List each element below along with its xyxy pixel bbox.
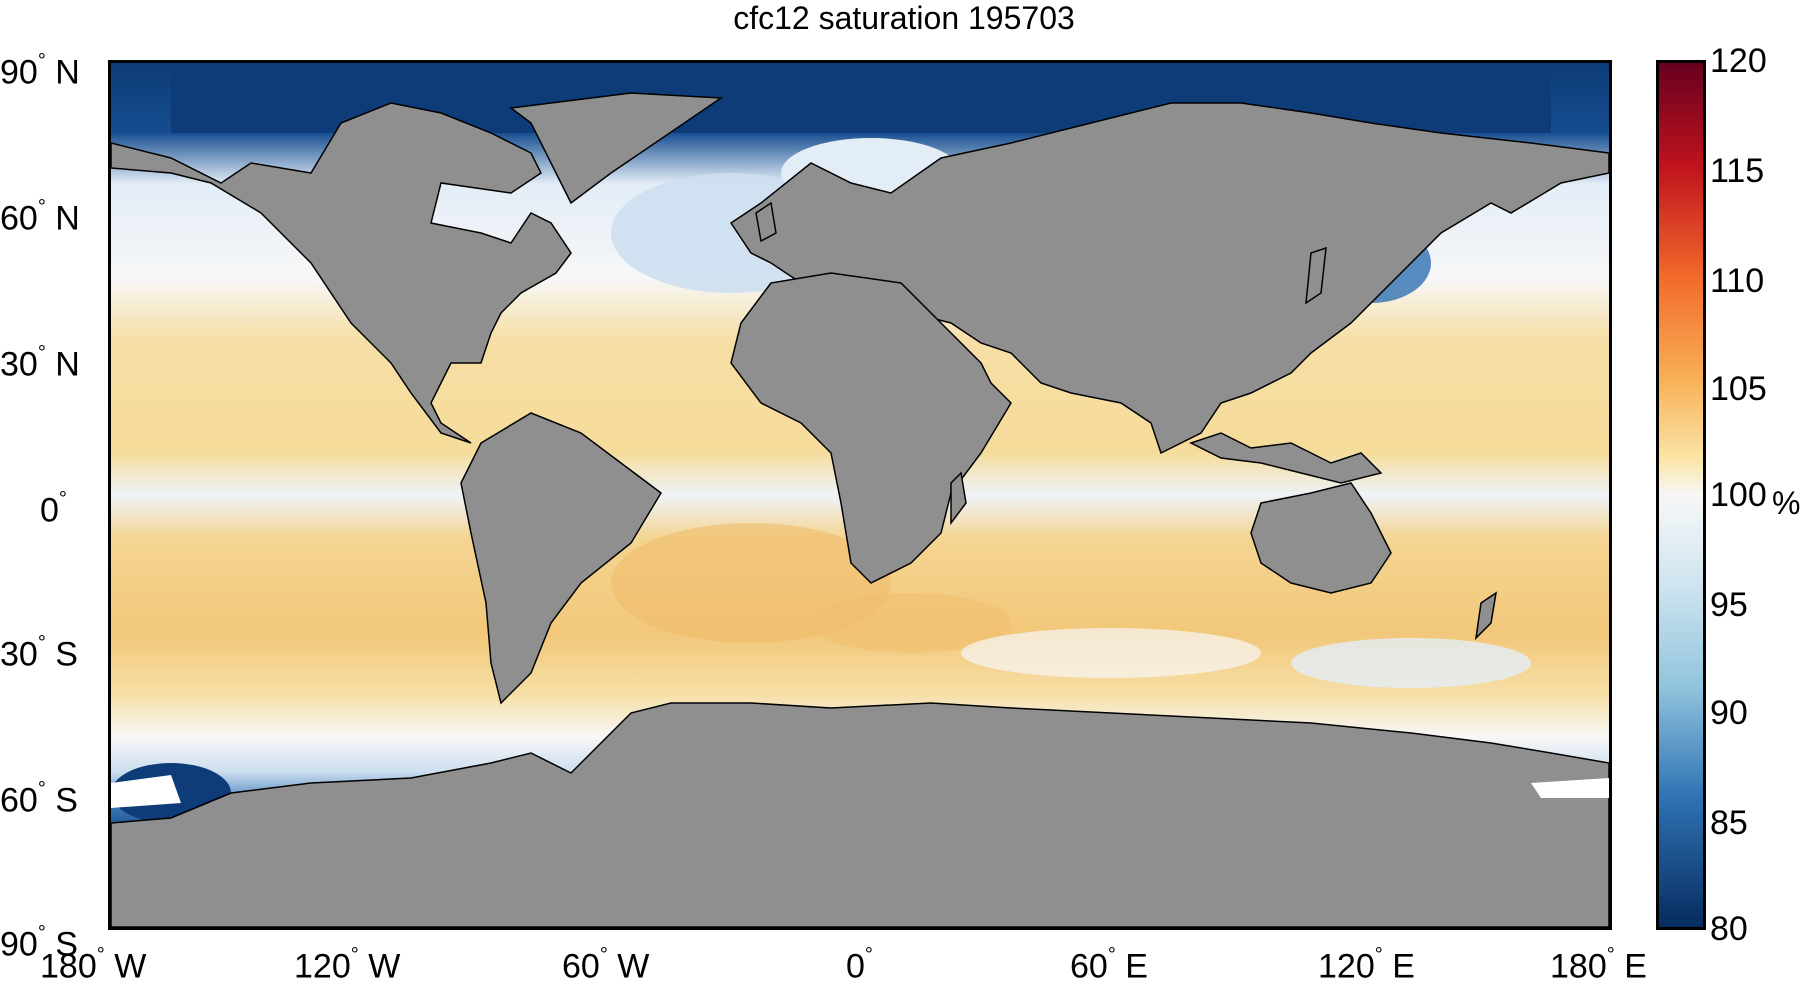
lat-label-60s: 60° S: [0, 778, 78, 820]
land-japan: [1305, 246, 1327, 305]
colorbar-unit: %: [1772, 485, 1801, 521]
lat-label-90s: 90° S: [0, 922, 78, 964]
land-indonesia: [1189, 432, 1383, 484]
ocean-patch: [961, 628, 1261, 678]
land-uk: [755, 201, 777, 243]
land-madagascar: [950, 471, 967, 526]
land-new-zealand: [1474, 591, 1498, 641]
colorbar-tick: 105: [1710, 370, 1767, 408]
lon-label-0: 0°: [846, 944, 873, 985]
land-north-america: [111, 102, 572, 444]
ocean-patch: [1291, 638, 1531, 688]
colorbar-tick: 115: [1710, 152, 1765, 190]
colorbar-tick: 90: [1710, 694, 1748, 732]
land-eurasia: [729, 102, 1609, 455]
lat-label-90n: 90° N: [0, 50, 80, 92]
lon-label-120w: 120° W: [294, 944, 401, 985]
ocean-patch: [811, 593, 1011, 653]
colorbar-tick: 120: [1710, 42, 1767, 80]
saturation-map: [111, 63, 1609, 927]
colorbar-tick: 80: [1710, 910, 1748, 948]
lon-label-180e: 180° E: [1550, 944, 1647, 985]
land-south-america: [460, 412, 662, 705]
land-africa: [730, 272, 1012, 584]
lon-label-120e: 120° E: [1318, 944, 1415, 985]
lat-label-30s: 30° S: [0, 632, 78, 674]
map-title: cfc12 saturation 195703: [733, 0, 1075, 36]
lon-label-60w: 60° W: [562, 944, 650, 985]
colorbar-tick: 95: [1710, 586, 1748, 624]
sea-ice: [111, 775, 181, 808]
colorbar-tick: 110: [1710, 262, 1765, 300]
lat-label-0: 0°: [40, 488, 67, 530]
sea-ice: [1531, 778, 1609, 798]
land-greenland: [509, 92, 724, 205]
lat-label-60n: 60° N: [0, 196, 80, 238]
lon-label-60e: 60° E: [1070, 944, 1148, 985]
colorbar-tick: 85: [1710, 804, 1748, 842]
map-panel: [108, 60, 1612, 930]
lat-label-30n: 30° N: [0, 342, 80, 384]
colorbar-gradient: [1659, 63, 1703, 927]
lon-label-180w: 180° W: [40, 944, 147, 985]
land-antarctica: [111, 702, 1609, 927]
colorbar-tick: 100: [1710, 476, 1767, 514]
land-australia: [1250, 482, 1392, 594]
colorbar: [1656, 60, 1706, 930]
